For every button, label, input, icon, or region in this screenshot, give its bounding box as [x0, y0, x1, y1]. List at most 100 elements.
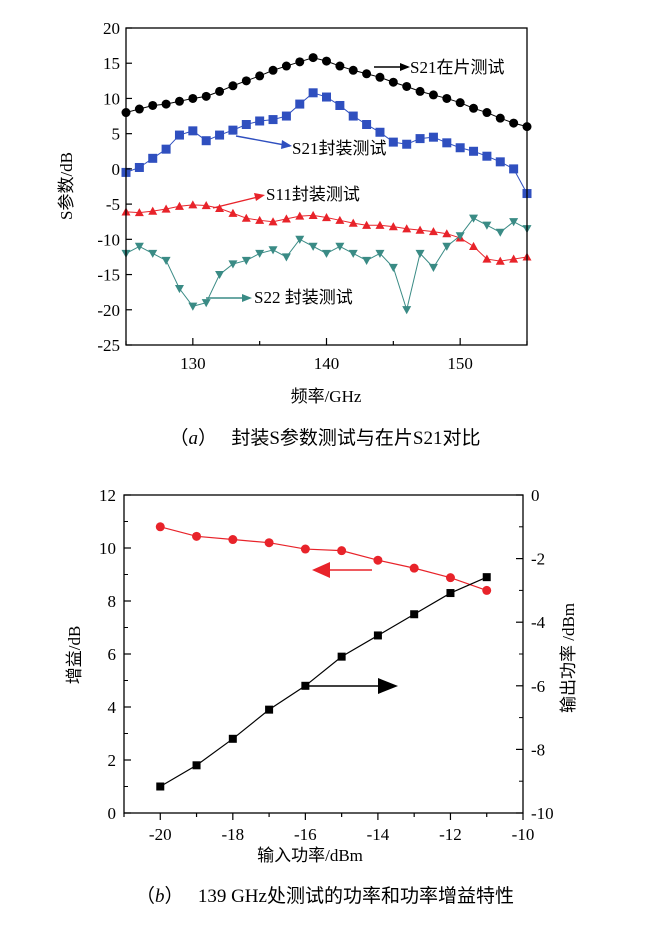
chart-a-ytick-label: 15: [103, 54, 120, 73]
annotation-arrowhead-s11-pkg: [254, 193, 265, 201]
point-s21-pkg: [402, 139, 412, 149]
point-s21-pkg: [161, 144, 171, 154]
point-s11-pkg: [228, 208, 238, 217]
point-gain: [301, 681, 310, 690]
point-output-power: [228, 535, 238, 545]
point-s22-pkg: [188, 302, 198, 311]
point-s22-pkg: [388, 263, 398, 273]
point-s22-pkg: [322, 249, 331, 258]
point-s21-pkg: [455, 143, 465, 153]
point-s22-pkg: [228, 260, 238, 269]
annotation-arrow-s11-pkg: [212, 195, 263, 209]
point-s21-chip: [509, 118, 519, 128]
point-s21-pkg: [442, 138, 452, 148]
chart-b-y2tick-label: -4: [531, 613, 546, 632]
point-s11-pkg: [509, 254, 519, 263]
point-s21-chip: [241, 76, 251, 86]
point-s11-pkg: [362, 220, 372, 229]
point-s21-chip: [362, 69, 372, 79]
point-s21-pkg: [295, 99, 305, 109]
point-s22-pkg: [268, 246, 278, 255]
point-s11-pkg: [308, 210, 318, 219]
chart-b-ytick-label: 0: [108, 804, 117, 823]
point-s11-pkg: [428, 227, 438, 236]
point-s22-pkg: [428, 263, 438, 273]
chart-b-xtick-label: -18: [221, 825, 244, 844]
point-output-power: [300, 544, 310, 554]
point-output-power: [373, 555, 383, 565]
point-gain: [192, 761, 201, 770]
point-s11-pkg: [148, 206, 158, 215]
point-s22-pkg: [308, 242, 318, 251]
point-s11-pkg: [241, 213, 251, 222]
chart-b-ytick-label: 12: [99, 486, 116, 505]
point-s11-pkg: [201, 201, 211, 210]
point-s21-chip: [482, 108, 492, 118]
chart-b-ytick-label: 6: [108, 645, 117, 664]
point-s21-chip: [268, 65, 278, 75]
chart-a-ytick-label: -10: [97, 230, 120, 249]
chart-b-y2tick-label: -2: [531, 550, 545, 569]
point-gain: [228, 734, 237, 743]
chart-b-y2tick-label: 0: [531, 486, 540, 505]
series-output-power: [155, 522, 492, 595]
point-s11-pkg: [348, 218, 358, 227]
point-s21-chip: [348, 65, 358, 75]
point-s22-pkg: [495, 228, 505, 237]
point-s21-chip: [322, 56, 331, 66]
chart-b-ytick-label: 4: [108, 698, 117, 717]
caption-a: （a） 封装S参数测试与在片S21对比: [0, 423, 650, 450]
point-s11-pkg: [415, 225, 425, 234]
point-s21-chip: [134, 104, 144, 114]
series-gain: [156, 573, 491, 791]
series-s21-pkg: [121, 88, 532, 199]
point-s21-chip: [281, 61, 291, 71]
point-s11-pkg: [442, 229, 452, 238]
point-s21-chip: [201, 91, 211, 101]
point-s11-pkg: [134, 208, 144, 217]
annotation-arrowhead-s22-pkg: [242, 294, 252, 302]
point-s21-chip: [161, 99, 171, 109]
point-output-power: [445, 573, 455, 583]
point-s11-pkg: [482, 254, 492, 263]
point-s21-pkg: [428, 132, 438, 142]
point-s21-chip: [442, 93, 452, 103]
point-output-power: [409, 563, 419, 573]
series-s22-pkg: [121, 214, 532, 315]
point-s11-pkg: [268, 217, 278, 226]
chart-b-xlabel: 输入功率/dBm: [257, 846, 363, 865]
chart-a-ytick-label: 0: [112, 160, 121, 179]
point-s21-chip: [428, 90, 438, 100]
point-s21-pkg: [335, 100, 345, 110]
point-s22-pkg: [174, 285, 184, 294]
point-s11-pkg: [281, 214, 291, 223]
point-output-power: [264, 538, 274, 548]
point-s22-pkg: [455, 232, 465, 241]
point-s22-pkg: [335, 242, 345, 251]
point-s21-chip: [415, 86, 425, 96]
point-s22-pkg: [375, 249, 385, 258]
point-s22-pkg: [402, 306, 412, 315]
point-gain: [373, 631, 382, 640]
point-s22-pkg: [362, 256, 372, 265]
point-s22-pkg: [469, 214, 479, 223]
chart-b-xtick-label: -10: [512, 825, 535, 844]
annotation-s21-chip: S21在片测试: [410, 58, 504, 77]
point-s21-chip: [335, 61, 345, 71]
point-s22-pkg: [215, 270, 225, 280]
point-s11-pkg: [161, 204, 171, 213]
point-s21-pkg: [215, 130, 225, 140]
point-s21-pkg: [509, 164, 519, 174]
annotation-s11-pkg: S11封装测试: [266, 185, 360, 204]
point-s21-pkg: [281, 111, 291, 121]
point-s22-pkg: [255, 249, 265, 258]
point-s21-chip: [148, 100, 158, 110]
chart-a-ytick-label: 20: [103, 19, 120, 38]
annotation-s22-pkg: S22 封装测试: [254, 288, 353, 307]
point-s21-pkg: [308, 88, 318, 98]
point-s21-chip: [215, 86, 225, 96]
point-s22-pkg: [281, 253, 291, 262]
point-s22-pkg: [482, 221, 492, 230]
